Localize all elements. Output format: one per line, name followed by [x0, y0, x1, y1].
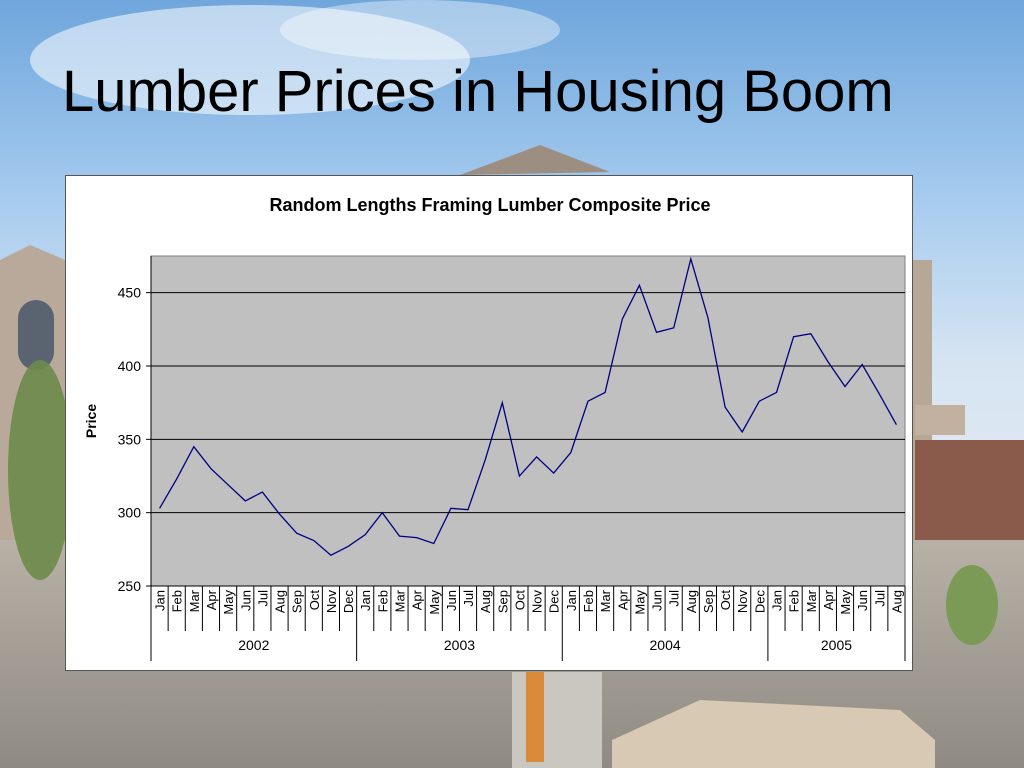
- x-tick-label: Mar: [392, 589, 407, 612]
- x-tick-label: Feb: [581, 590, 596, 612]
- x-tick-label: Jan: [153, 590, 168, 611]
- x-tick-label: Jun: [650, 590, 665, 611]
- year-label: 2003: [444, 637, 475, 653]
- y-tick-label: 400: [118, 358, 142, 374]
- x-tick-label: Aug: [273, 590, 288, 613]
- x-tick-label: Mar: [187, 589, 202, 612]
- x-tick-label: Sep: [495, 590, 510, 613]
- x-tick-label: Jun: [855, 590, 870, 611]
- x-tick-label: Jul: [872, 590, 887, 607]
- x-tick-label: Aug: [478, 590, 493, 613]
- x-tick-label: Feb: [170, 590, 185, 612]
- year-label: 2005: [821, 637, 852, 653]
- x-tick-label: Apr: [821, 589, 836, 610]
- x-tick-label: Jan: [358, 590, 373, 611]
- x-tick-label: Oct: [512, 590, 527, 611]
- y-axis-label: Price: [83, 404, 99, 438]
- x-tick-label: Mar: [804, 589, 819, 612]
- year-label: 2002: [238, 637, 269, 653]
- x-tick-label: Aug: [684, 590, 699, 613]
- x-tick-label: Feb: [787, 590, 802, 612]
- lumber-price-chart: Random Lengths Framing Lumber Composite …: [83, 195, 906, 661]
- x-tick-label: Jul: [667, 590, 682, 607]
- x-tick-label: Apr: [410, 589, 425, 610]
- x-tick-label: May: [838, 590, 853, 615]
- y-tick-label: 450: [118, 285, 142, 301]
- x-tick-label: Nov: [735, 590, 750, 614]
- x-tick-label: Oct: [718, 590, 733, 611]
- x-tick-label: Nov: [324, 590, 339, 614]
- year-label: 2004: [650, 637, 681, 653]
- x-tick-label: Jul: [255, 590, 270, 607]
- x-tick-label: Sep: [701, 590, 716, 613]
- x-tick-label: Jan: [564, 590, 579, 611]
- x-tick-label: Feb: [375, 590, 390, 612]
- x-tick-label: Oct: [307, 590, 322, 611]
- x-tick-label: Apr: [615, 589, 630, 610]
- x-tick-label: Mar: [598, 589, 613, 612]
- x-tick-label: May: [427, 590, 442, 615]
- chart-frame: Random Lengths Framing Lumber Composite …: [65, 175, 913, 671]
- x-tick-label: Sep: [290, 590, 305, 613]
- price-series-line: [159, 256, 897, 556]
- x-tick-label: Apr: [204, 589, 219, 610]
- slide-title: Lumber Prices in Housing Boom: [62, 59, 894, 124]
- x-tick-label: Aug: [889, 590, 904, 613]
- x-tick-label: Jul: [461, 590, 476, 607]
- y-tick-label: 300: [118, 505, 142, 521]
- x-tick-label: Jan: [769, 590, 784, 611]
- x-tick-label: Jun: [238, 590, 253, 611]
- x-tick-label: Jun: [444, 590, 459, 611]
- plot-area: [150, 255, 906, 587]
- x-tick-label: Dec: [752, 590, 767, 614]
- x-tick-label: Dec: [341, 590, 356, 614]
- chart-title: Random Lengths Framing Lumber Composite …: [269, 195, 710, 215]
- y-tick-label: 350: [118, 431, 142, 447]
- x-tick-label: Nov: [530, 590, 545, 614]
- x-tick-label: Dec: [547, 590, 562, 614]
- x-tick-label: May: [221, 590, 236, 615]
- x-tick-label: May: [632, 590, 647, 615]
- y-tick-label: 250: [118, 578, 142, 594]
